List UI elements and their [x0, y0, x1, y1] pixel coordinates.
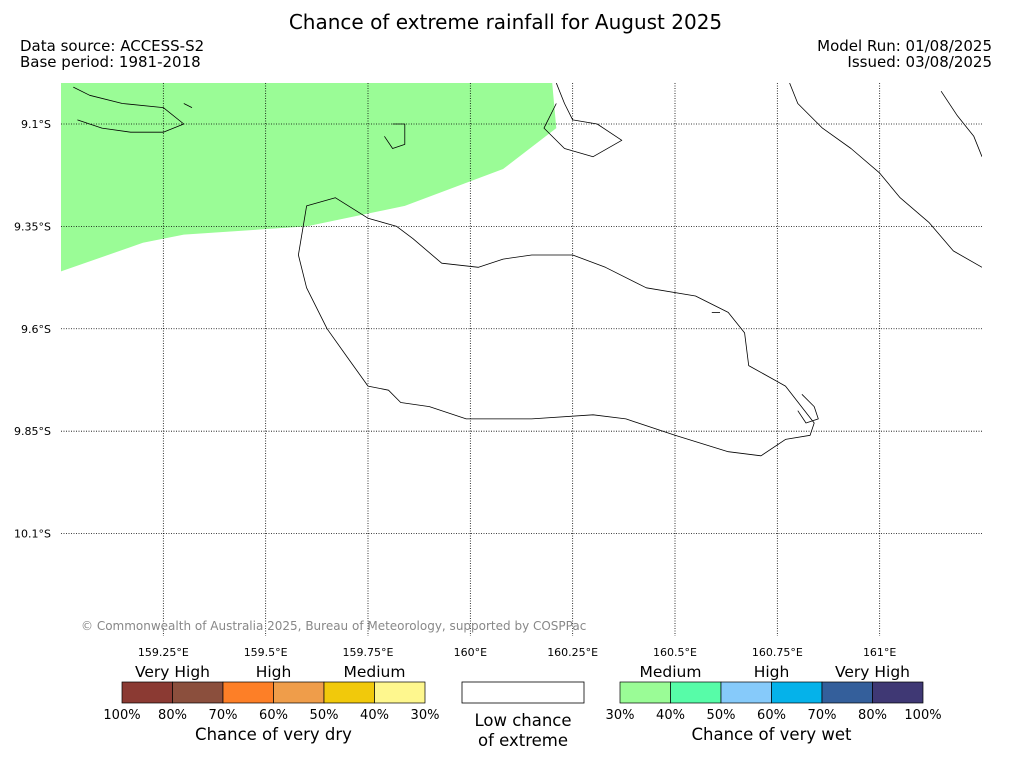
- wet-colorbar-swatch-5: [872, 681, 924, 704]
- dry-colorbar-swatch-1: [172, 681, 224, 704]
- lon-tick-label-3: 160°E: [454, 646, 487, 659]
- probability-region-0: [61, 83, 557, 272]
- low-chance-swatch: [461, 681, 585, 704]
- plot-area: [61, 83, 982, 636]
- wet-colorbar-tick-3: 60%: [757, 708, 786, 723]
- dry-colorbar-category-2: Medium: [344, 663, 406, 681]
- lon-tick-label-1: 159.5°E: [244, 646, 288, 659]
- coastline-2: [384, 123, 406, 149]
- lon-tick-label-0: 159.25°E: [138, 646, 189, 659]
- lon-tick-label-2: 159.75°E: [343, 646, 394, 659]
- lon-tick-label-7: 161°E: [863, 646, 896, 659]
- lon-tick-label-4: 160.25°E: [547, 646, 598, 659]
- lat-tick-label-0: 9.1°S: [21, 118, 51, 131]
- issued-date-text: Issued: 03/08/2025: [847, 53, 992, 71]
- coastline-1: [73, 86, 185, 133]
- wet-colorbar-swatch-2: [720, 681, 772, 704]
- coastline-8: [183, 103, 193, 108]
- dry-colorbar-title: Chance of very dry: [195, 725, 352, 744]
- dry-colorbar-tick-6: 30%: [411, 708, 440, 723]
- lat-tick-label-3: 9.85°S: [14, 425, 51, 438]
- wet-colorbar-title: Chance of very wet: [692, 725, 853, 744]
- dry-colorbar-swatch-0: [121, 681, 173, 704]
- lon-tick-label-6: 160.75°E: [752, 646, 803, 659]
- dry-colorbar-tick-3: 60%: [259, 708, 288, 723]
- coastline-6: [797, 394, 819, 424]
- coastline-0: [297, 197, 815, 457]
- dry-colorbar-swatch-3: [273, 681, 325, 704]
- dry-colorbar-tick-2: 70%: [209, 708, 238, 723]
- wet-colorbar-tick-1: 40%: [656, 708, 685, 723]
- lon-tick-label-5: 160.5°E: [653, 646, 697, 659]
- dry-colorbar-swatch-4: [323, 681, 375, 704]
- wet-colorbar-category-0: Medium: [640, 663, 702, 681]
- chart-title: Chance of extreme rainfall for August 20…: [288, 10, 723, 34]
- base-period-text: Base period: 1981-2018: [20, 53, 201, 71]
- wet-colorbar-tick-6: 100%: [904, 708, 941, 723]
- model-run-text: Model Run: 01/08/2025: [817, 37, 992, 55]
- dry-colorbar-tick-4: 50%: [310, 708, 339, 723]
- coastline-3: [543, 83, 623, 158]
- wet-colorbar-category-1: High: [754, 663, 790, 681]
- wet-colorbar-swatch-3: [771, 681, 823, 704]
- data-source-text: Data source: ACCESS-S2: [20, 37, 205, 55]
- wet-colorbar-tick-4: 70%: [808, 708, 837, 723]
- wet-colorbar-swatch-0: [619, 681, 671, 704]
- dry-colorbar-category-0: Very High: [135, 663, 210, 681]
- lat-tick-label-4: 10.1°S: [14, 528, 51, 541]
- dry-colorbar-tick-0: 100%: [103, 708, 140, 723]
- dry-colorbar-tick-1: 80%: [158, 708, 187, 723]
- coastline-5: [940, 90, 982, 157]
- lat-tick-label-1: 9.35°S: [14, 220, 51, 233]
- low-chance-label-line1: Low chance: [474, 711, 571, 730]
- wet-colorbar-swatch-4: [821, 681, 873, 704]
- lat-tick-label-2: 9.6°S: [21, 323, 51, 336]
- wet-colorbar-swatch-1: [670, 681, 722, 704]
- dry-colorbar-swatch-2: [222, 681, 274, 704]
- wet-colorbar-tick-0: 30%: [606, 708, 635, 723]
- dry-colorbar-tick-5: 40%: [360, 708, 389, 723]
- dry-colorbar-category-1: High: [256, 663, 292, 681]
- wet-colorbar-tick-2: 50%: [707, 708, 736, 723]
- wet-colorbar-category-2: Very High: [835, 663, 910, 681]
- dry-colorbar-swatch-5: [374, 681, 426, 704]
- low-chance-label-line2: of extreme: [478, 731, 568, 750]
- coastline-4: [789, 83, 982, 268]
- wet-colorbar-tick-5: 80%: [858, 708, 887, 723]
- copyright-credit: © Commonwealth of Australia 2025, Bureau…: [81, 619, 586, 633]
